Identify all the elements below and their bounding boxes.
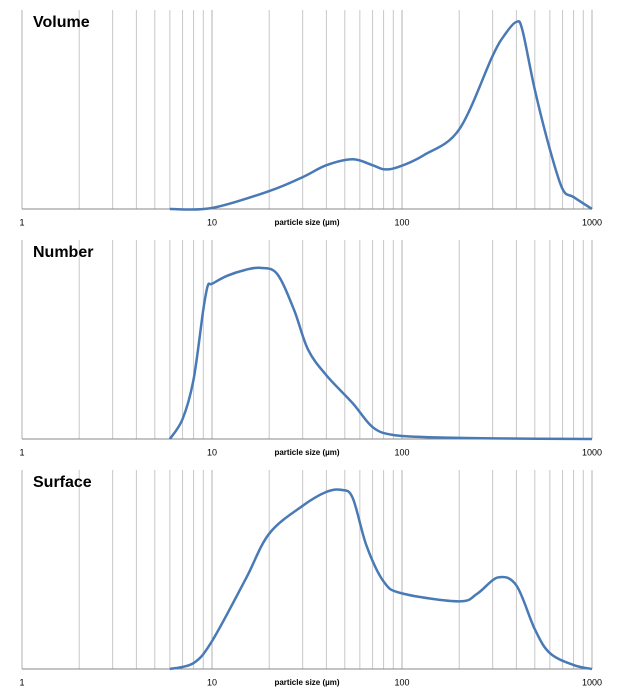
series-line xyxy=(169,488,593,671)
x-tick-label: 10 xyxy=(207,447,217,457)
x-axis-label: particle size (µm) xyxy=(274,678,339,687)
x-tick-label: 1000 xyxy=(582,217,602,227)
x-tick-label: 1000 xyxy=(582,677,602,687)
x-tick-label: 10 xyxy=(207,677,217,687)
x-tick-label: 100 xyxy=(394,447,409,457)
x-tick-label: 1 xyxy=(19,677,24,687)
x-axis-label: particle size (µm) xyxy=(274,448,339,457)
x-tick-label: 1 xyxy=(19,447,24,457)
series-line xyxy=(168,266,593,441)
x-tick-label: 1 xyxy=(19,217,24,227)
series-line xyxy=(169,19,593,211)
chart-title: Surface xyxy=(33,474,92,491)
x-tick-label: 100 xyxy=(394,217,409,227)
x-tick-label: 1000 xyxy=(582,447,602,457)
chart-title: Number xyxy=(33,244,93,261)
chart-title: Volume xyxy=(33,14,90,31)
x-axis-label: particle size (µm) xyxy=(274,218,339,227)
x-tick-label: 10 xyxy=(207,217,217,227)
x-tick-label: 100 xyxy=(394,677,409,687)
